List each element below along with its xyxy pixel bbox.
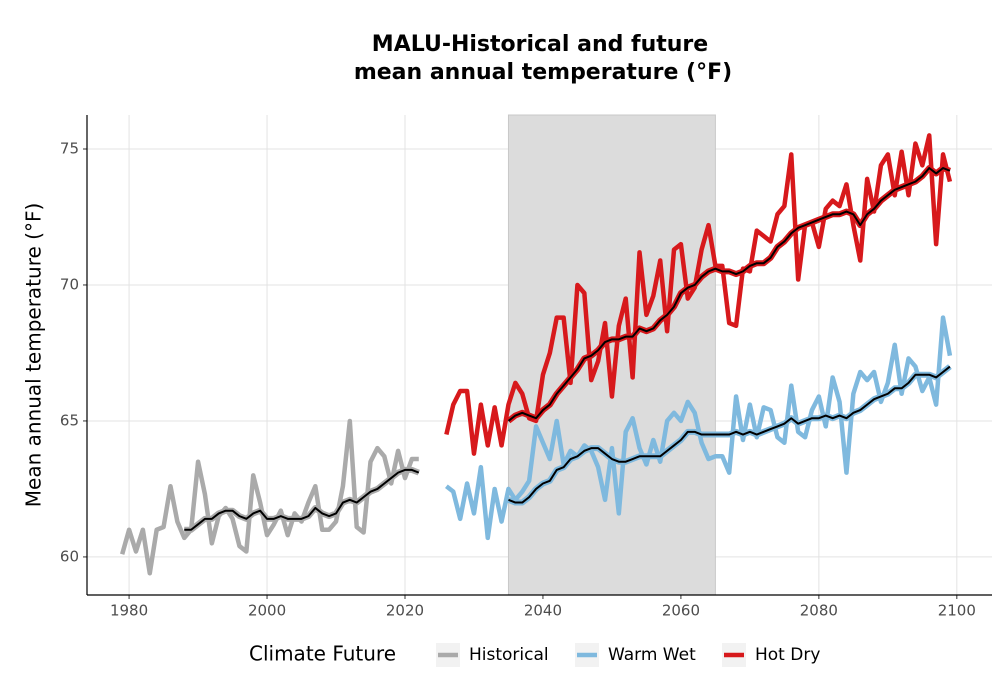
chart-title: MALU-Historical and future [372,32,708,57]
x-tick-label: 2100 [938,602,976,620]
y-axis-label: Mean annual temperature (°F) [22,203,46,507]
legend-title: Climate Future [249,642,396,666]
legend-label: Historical [469,645,549,665]
legend-label: Hot Dry [755,645,820,665]
annual-line [444,315,953,541]
x-tick-label: 2060 [662,602,700,620]
x-tick-label: 2080 [800,602,838,620]
x-tick-label: 2040 [524,602,562,620]
shaded-period [507,114,716,596]
y-tick-label: 75 [60,139,79,157]
annual-line [120,418,419,576]
smoothed-line [507,167,951,422]
y-tick-label: 70 [60,275,79,293]
x-tick-label: 2000 [248,602,286,620]
y-tick-label: 60 [60,547,79,565]
y-tick-label: 65 [60,411,79,429]
smoothed-line [184,468,420,531]
x-tick-label: 2020 [386,602,424,620]
legend-label: Warm Wet [608,645,696,665]
smoothed-line [508,365,951,504]
chart-title: mean annual temperature (°F) [354,60,732,85]
x-tick-label: 1980 [110,602,148,620]
